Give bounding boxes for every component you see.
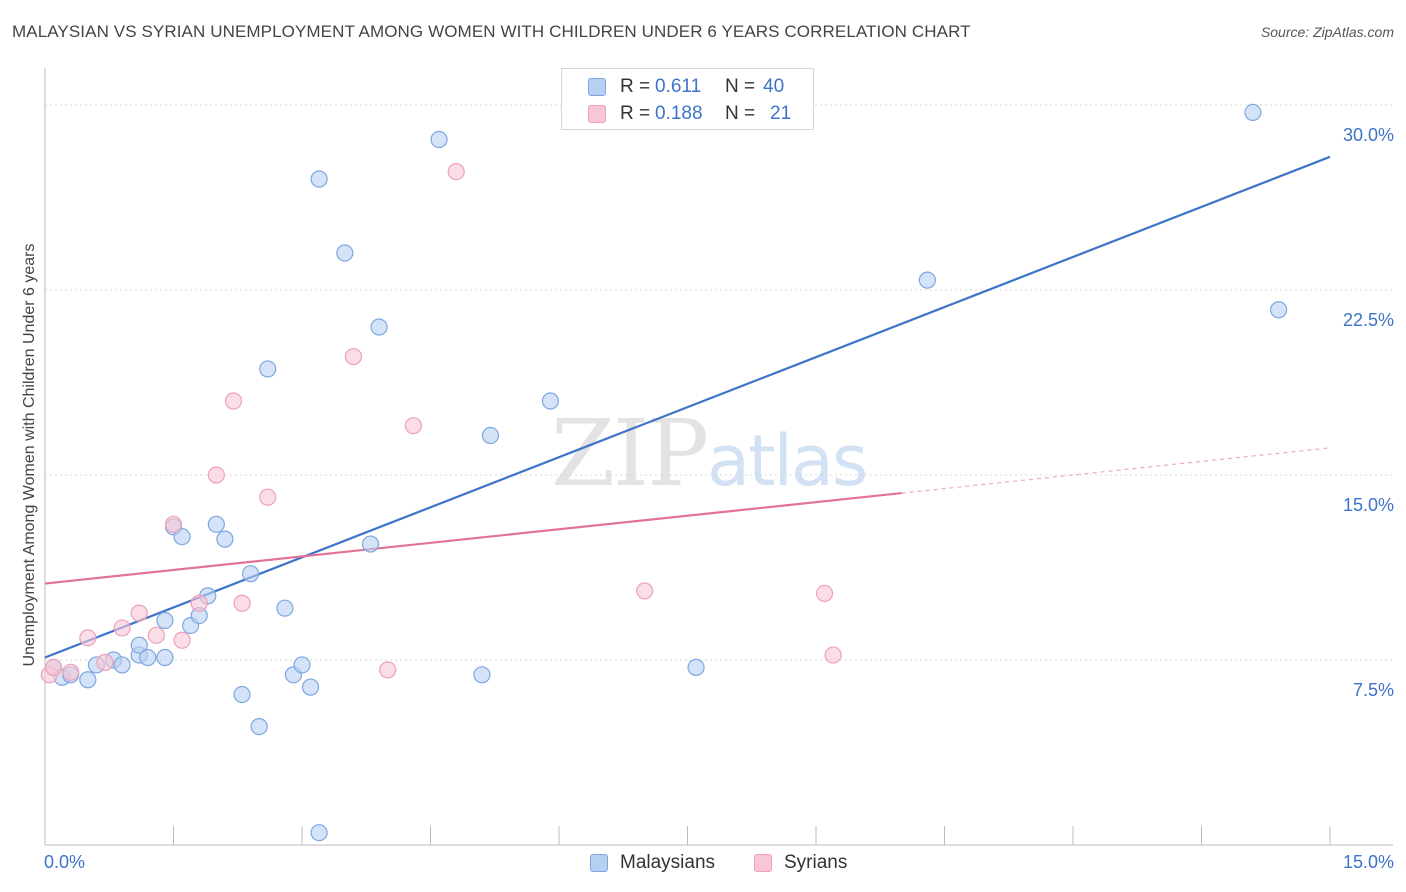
- x-tick-label-max: 15.0%: [1342, 852, 1394, 872]
- legend-swatch-blue: [588, 78, 606, 96]
- malaysian-point: [481, 426, 500, 445]
- syrian-point: [379, 661, 397, 679]
- malaysian-point: [276, 599, 294, 617]
- malaysian-point: [310, 824, 328, 842]
- syrian-point: [815, 584, 834, 603]
- syrian-point: [447, 163, 465, 181]
- legend-n-label: N =: [725, 76, 756, 97]
- malaysian-point: [173, 528, 191, 546]
- source-label: Source: ZipAtlas.com: [1260, 24, 1394, 40]
- malaysian-point: [233, 685, 251, 704]
- malaysian-point: [1269, 301, 1288, 319]
- y-tick-label: 15.0%: [1342, 495, 1394, 515]
- malaysian-point: [293, 656, 311, 674]
- legend-swatch-blue: [590, 854, 608, 872]
- chart-title: MALAYSIAN VS SYRIAN UNEMPLOYMENT AMONG W…: [12, 22, 971, 41]
- y-tick-label: 7.5%: [1352, 680, 1394, 700]
- watermark-zip: ZIP: [551, 400, 709, 507]
- y-tick-label: 22.5%: [1342, 310, 1394, 330]
- syrian-point: [164, 515, 183, 533]
- syrian-point: [173, 631, 191, 649]
- syrian-point: [824, 646, 842, 664]
- malaysian-point: [250, 717, 268, 736]
- x-tick-label-min: 0.0%: [44, 852, 86, 872]
- legend-r-label: R =: [620, 76, 651, 97]
- syrian-point: [404, 417, 422, 435]
- syrian-point: [636, 582, 654, 600]
- syrian-point: [233, 594, 251, 612]
- y-tick-label: 30.0%: [1342, 125, 1394, 145]
- legend-swatch-pink: [588, 105, 606, 123]
- watermark: ZIPatlas: [551, 400, 868, 507]
- legend-n-label: N =: [725, 103, 756, 124]
- malaysian-point: [139, 648, 157, 667]
- syrian-point: [44, 658, 63, 677]
- syrian-point: [344, 348, 362, 366]
- malaysian-point: [301, 678, 320, 696]
- legend-label-syrians: Syrians: [784, 852, 848, 873]
- malaysian-point: [918, 271, 936, 289]
- syrian-point: [259, 488, 277, 506]
- malaysian-point: [336, 244, 354, 262]
- malaysian-point: [156, 611, 174, 630]
- legend-n-value: 40: [763, 76, 785, 97]
- watermark-atlas: atlas: [707, 420, 868, 502]
- legend-r-label: R =: [620, 103, 651, 124]
- syrian-point: [79, 629, 97, 647]
- malaysian-point: [259, 360, 277, 378]
- malaysian-point: [541, 392, 560, 410]
- legend-n-value: 21: [770, 103, 792, 124]
- syrian-point: [190, 594, 208, 612]
- trend-line-syrians: [44, 491, 902, 585]
- malaysian-point: [156, 648, 174, 667]
- syrian-point: [207, 466, 225, 484]
- legend-r-value: 0.611: [655, 76, 702, 97]
- malaysian-point: [430, 130, 448, 149]
- syrian-point: [96, 653, 114, 672]
- syrian-point: [147, 626, 165, 644]
- y-axis-label: Unemployment Among Women with Children U…: [21, 243, 38, 667]
- malaysian-point: [361, 535, 380, 553]
- malaysian-point: [216, 530, 234, 548]
- syrian-point: [113, 619, 131, 637]
- axes: [44, 68, 1393, 846]
- malaysian-point: [242, 565, 260, 583]
- legend-swatch-pink: [754, 854, 772, 872]
- data-points: [40, 103, 1288, 842]
- malaysian-point: [1244, 103, 1262, 122]
- legend-r-value: 0.188: [655, 103, 703, 124]
- malaysian-point: [113, 656, 131, 674]
- legend-label-malaysians: Malaysians: [620, 852, 716, 873]
- malaysian-point: [130, 636, 148, 654]
- malaysian-point: [473, 666, 491, 684]
- malaysian-point: [79, 671, 97, 689]
- malaysian-point: [310, 170, 328, 188]
- malaysian-point: [370, 318, 388, 336]
- syrian-point: [62, 663, 80, 681]
- malaysian-point: [207, 515, 225, 533]
- syrian-point: [224, 392, 243, 410]
- correlation-legend: R = 0.611 N = 40 R = 0.188 N = 21: [561, 68, 814, 130]
- trend-line-syrians-extension: [901, 447, 1331, 494]
- malaysian-point: [687, 658, 705, 677]
- syrian-point: [130, 604, 148, 622]
